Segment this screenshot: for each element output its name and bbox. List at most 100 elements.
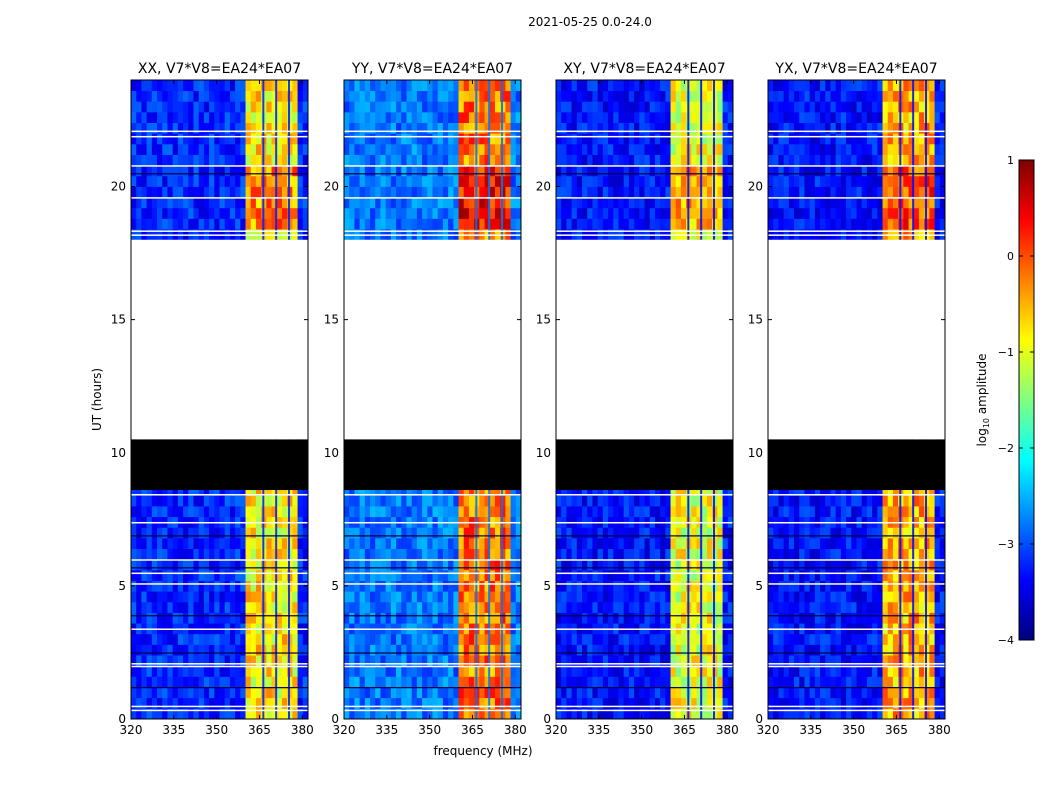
heatmap-cell <box>224 537 231 549</box>
heatmap-cell <box>494 484 501 496</box>
heatmap-cell <box>250 687 257 699</box>
heatmap-cell <box>406 665 413 677</box>
heatmap-cell <box>442 186 449 198</box>
heatmap-cell <box>266 559 272 571</box>
heatmap-cell <box>276 527 283 539</box>
no-data-region <box>131 239 308 440</box>
heatmap-cell <box>266 101 272 113</box>
heatmap-cell <box>281 687 288 699</box>
heatmap-cell <box>183 186 189 198</box>
heatmap-cell <box>271 537 278 549</box>
heatmap-cell <box>344 165 350 177</box>
heatmap-cell <box>602 527 609 539</box>
heatmap-cell <box>479 218 485 230</box>
heatmap-cell <box>198 186 205 198</box>
heatmap-cell <box>380 90 387 102</box>
heatmap-cell <box>198 665 205 677</box>
heatmap-cell <box>167 495 174 507</box>
heatmap-cell <box>385 697 392 709</box>
heatmap-cell <box>349 506 355 518</box>
heatmap-cell <box>649 548 656 560</box>
heatmap-cell <box>229 175 236 187</box>
heatmap-cell <box>375 601 381 613</box>
heatmap-cell <box>250 591 257 603</box>
heatmap-cell <box>240 218 246 230</box>
heatmap-cell <box>437 655 444 667</box>
heatmap-cell <box>281 495 288 507</box>
heatmap-cell <box>136 175 142 187</box>
heatmap-cell <box>302 655 309 667</box>
heatmap-cell <box>660 612 666 624</box>
heatmap-cell <box>214 186 220 198</box>
heatmap-cell <box>448 697 454 709</box>
heatmap-cell <box>623 665 630 677</box>
heatmap-cell <box>505 484 511 496</box>
heatmap-cell <box>198 154 205 166</box>
heatmap-cell <box>177 548 184 560</box>
heatmap-cell <box>401 80 407 92</box>
heatmap-cell <box>380 612 387 624</box>
heatmap-cell <box>146 687 153 699</box>
heatmap-cell <box>489 559 496 571</box>
heatmap-cell <box>416 612 423 624</box>
heatmap-cell <box>390 601 397 613</box>
heatmap-cell <box>422 90 428 102</box>
heatmap-cell <box>266 569 272 581</box>
heatmap-cell <box>422 537 428 549</box>
heatmap-cell <box>302 527 309 539</box>
heatmap-cell <box>385 133 392 145</box>
heatmap-cell <box>354 101 361 113</box>
heatmap-cell <box>157 601 163 613</box>
heatmap-cell <box>157 655 163 667</box>
heatmap-cell <box>224 612 231 624</box>
heatmap-cell <box>691 601 697 613</box>
heatmap-cell <box>432 591 439 603</box>
heatmap-cell <box>188 186 194 198</box>
heatmap-cell <box>255 527 262 539</box>
heatmap-cell <box>680 484 687 496</box>
heatmap-cell <box>224 601 231 613</box>
heatmap-cell <box>136 527 142 539</box>
heatmap-cell <box>214 506 220 518</box>
heatmap-cell <box>349 633 355 645</box>
heatmap-cell <box>571 537 578 549</box>
heatmap-cell <box>162 111 168 123</box>
heatmap-cell <box>276 197 283 209</box>
heatmap-cell <box>359 697 366 709</box>
heatmap-cell <box>131 143 137 155</box>
heatmap-cell <box>422 687 428 699</box>
heatmap-cell <box>271 601 278 613</box>
heatmap-cell <box>406 537 413 549</box>
heatmap-cell <box>235 633 241 645</box>
heatmap-cell <box>146 548 153 560</box>
heatmap-cell <box>494 644 501 656</box>
heatmap-cell <box>224 101 231 113</box>
heatmap-cell <box>151 186 158 198</box>
heatmap-cell <box>370 143 376 155</box>
heatmap-cell <box>587 506 593 518</box>
heatmap-cell <box>146 601 153 613</box>
heatmap-cell <box>364 527 371 539</box>
heatmap-cell <box>458 633 465 645</box>
heatmap-cell <box>266 687 272 699</box>
heatmap-cell <box>209 111 215 123</box>
heatmap-cell <box>468 122 475 134</box>
heatmap-cell <box>628 708 635 720</box>
heatmap-cell <box>359 506 366 518</box>
heatmap-cell <box>484 708 491 720</box>
heatmap-cell <box>359 218 366 230</box>
heatmap-cell <box>390 506 397 518</box>
heatmap-cell <box>214 101 220 113</box>
heatmap-cell <box>660 559 666 571</box>
heatmap-cell <box>193 506 200 518</box>
heatmap-cell <box>406 207 413 219</box>
heatmap-cell <box>453 665 459 677</box>
heatmap-cell <box>680 591 687 603</box>
heatmap-cell <box>302 697 309 709</box>
heatmap-cell <box>722 644 729 656</box>
heatmap-cell <box>613 569 619 581</box>
heatmap-cell <box>297 165 304 177</box>
heatmap-cell <box>354 133 361 145</box>
flagged-region <box>131 439 308 491</box>
